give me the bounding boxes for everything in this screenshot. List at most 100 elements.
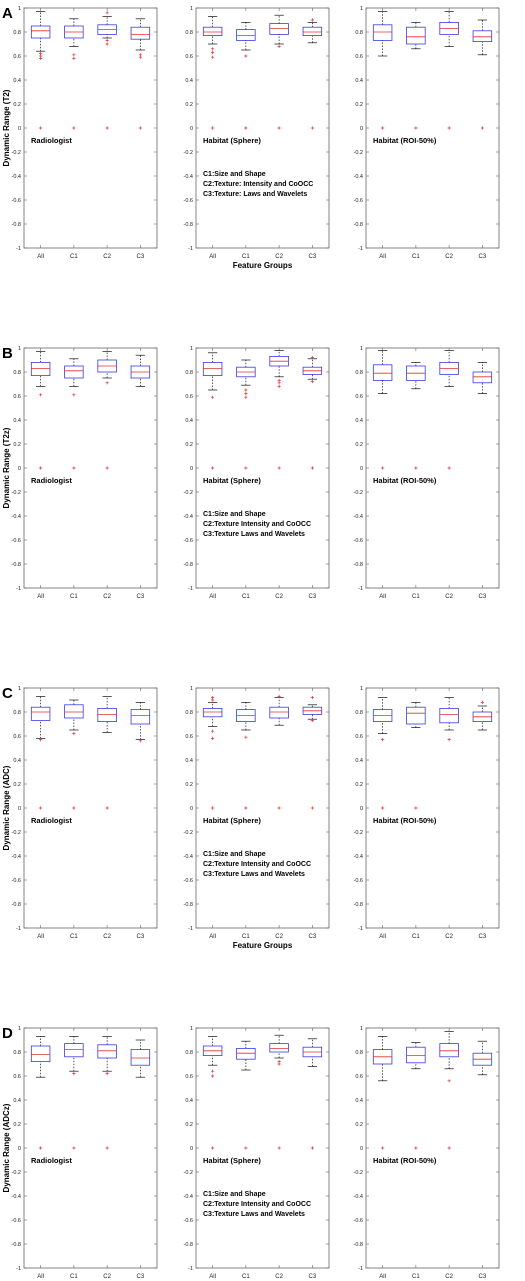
outlier-marker bbox=[310, 1146, 314, 1150]
group-legend-note: C2:Texture: Intensity and CoOCC bbox=[203, 181, 313, 188]
panel-a: A Dynamic Range (T2) 1 0.8 0.6 0.4 0.2 0 -0.2 -0.… bbox=[2, 5, 500, 270]
box-c1 bbox=[406, 702, 426, 810]
outlier-marker bbox=[39, 466, 43, 470]
iqr-box bbox=[30, 706, 51, 721]
box-all bbox=[30, 351, 51, 470]
box-c1 bbox=[236, 359, 256, 470]
y-tick-label: -0.6 bbox=[12, 198, 21, 204]
subplot-3: 1 0.8 0.6 0.4 0.2 0 -0.2 -0.4 -0.6 -0.8 -1 All C1 C2 C… bbox=[354, 686, 500, 940]
x-tick-label: C1 bbox=[70, 594, 78, 600]
iqr-box bbox=[406, 1046, 426, 1064]
outlier-marker bbox=[211, 729, 215, 733]
box-c3 bbox=[472, 1040, 493, 1076]
outlier-marker bbox=[414, 126, 418, 130]
panel-letter: A bbox=[2, 5, 13, 22]
box-c1 bbox=[64, 18, 84, 130]
iqr-box bbox=[202, 361, 223, 376]
y-tick-label: 0 bbox=[190, 1146, 193, 1152]
subplot-1: 1 0.8 0.6 0.4 0.2 0 -0.2 -0.4 -0.6 -0.8 -1 All C1 C2 C… bbox=[12, 6, 158, 260]
y-tick-label: 0.2 bbox=[13, 442, 21, 448]
x-tick-label: C2 bbox=[445, 254, 453, 260]
iqr-box bbox=[472, 371, 493, 384]
outlier-marker bbox=[72, 53, 76, 57]
subplot-3: 1 0.8 0.6 0.4 0.2 0 -0.2 -0.4 -0.6 -0.8 -1 All C1 C2 C… bbox=[354, 1026, 500, 1280]
x-tick-label: C3 bbox=[309, 594, 317, 600]
y-tick-label: 0.6 bbox=[13, 734, 21, 740]
y-tick-label: 0.6 bbox=[355, 54, 363, 60]
outlier-marker bbox=[138, 55, 142, 59]
box-c1 bbox=[406, 22, 426, 130]
box-all bbox=[372, 1036, 393, 1150]
y-tick-label: 0.4 bbox=[355, 418, 363, 424]
y-tick-label: 0.4 bbox=[13, 758, 21, 764]
y-tick-label: -0.6 bbox=[12, 878, 21, 884]
outlier-marker bbox=[244, 1146, 248, 1150]
outlier-marker bbox=[310, 18, 314, 22]
y-tick-label: -0.8 bbox=[354, 562, 363, 568]
x-axis-label: Feature Groups bbox=[233, 941, 293, 950]
box-c2 bbox=[439, 697, 459, 742]
iqr-box bbox=[30, 361, 51, 376]
x-tick-label: C1 bbox=[70, 254, 78, 260]
y-tick-label: -0.2 bbox=[354, 1170, 363, 1176]
y-tick-label: 0.4 bbox=[185, 78, 193, 84]
x-tick-label: C1 bbox=[242, 594, 250, 600]
outlier-marker bbox=[244, 388, 248, 392]
box-c2 bbox=[97, 351, 117, 470]
iqr-box bbox=[372, 364, 393, 381]
y-tick-label: -0.4 bbox=[12, 514, 21, 520]
group-legend-note: C1:Size and Shape bbox=[203, 1191, 266, 1198]
panel-b: B Dynamic Range (T2z) 1 0.8 0.6 0.4 0.2 0 -0.2 -0… bbox=[2, 345, 500, 600]
outlier-marker bbox=[39, 52, 43, 56]
box-c3 bbox=[472, 19, 493, 130]
x-tick-label: C2 bbox=[275, 1274, 283, 1280]
plot-area bbox=[23, 347, 158, 589]
outlier-marker bbox=[105, 38, 109, 42]
outlier-marker bbox=[138, 739, 142, 743]
outlier-marker bbox=[277, 1062, 281, 1066]
x-tick-label: C2 bbox=[103, 934, 111, 940]
iqr-box bbox=[130, 1049, 151, 1066]
y-tick-label: -0.6 bbox=[12, 1218, 21, 1224]
y-tick-label: -0.4 bbox=[184, 514, 193, 520]
x-tick-label: All bbox=[37, 254, 44, 260]
y-tick-label: 1 bbox=[18, 6, 21, 12]
y-tick-label: 0.8 bbox=[355, 370, 363, 376]
outlier-marker bbox=[381, 126, 385, 130]
y-tick-label: 0.2 bbox=[13, 782, 21, 788]
y-tick-label: 0 bbox=[18, 1146, 21, 1152]
x-tick-label: All bbox=[379, 934, 386, 940]
x-tick-label: C2 bbox=[103, 1274, 111, 1280]
y-tick-label: 0 bbox=[18, 806, 21, 812]
y-tick-label: 0.6 bbox=[13, 54, 21, 60]
y-tick-label: -0.2 bbox=[12, 830, 21, 836]
plot-area bbox=[365, 687, 500, 929]
y-tick-label: -1 bbox=[358, 1266, 363, 1272]
box-c2 bbox=[439, 350, 459, 470]
y-tick-label: 1 bbox=[360, 346, 363, 352]
group-legend-note: C1:Size and Shape bbox=[203, 851, 266, 858]
group-legend-note: C3:Texture: Laws and Wavelets bbox=[203, 191, 307, 198]
y-tick-label: -0.8 bbox=[354, 902, 363, 908]
y-tick-label: -0.4 bbox=[184, 854, 193, 860]
y-tick-label: 0.6 bbox=[355, 394, 363, 400]
y-tick-label: -0.2 bbox=[184, 490, 193, 496]
iqr-box bbox=[64, 365, 84, 379]
box-c2 bbox=[97, 11, 117, 130]
subplot-title: Radiologist bbox=[31, 816, 72, 825]
outlier-marker bbox=[211, 1069, 215, 1073]
group-legend-note: C3:Texture Laws and Wavelets bbox=[203, 531, 305, 538]
y-tick-label: 0.6 bbox=[13, 394, 21, 400]
iqr-box bbox=[472, 30, 493, 42]
y-tick-label: -1 bbox=[16, 586, 21, 592]
x-tick-label: C3 bbox=[479, 1274, 487, 1280]
x-axis-label: Feature Groups bbox=[233, 261, 293, 270]
x-tick-label: C3 bbox=[479, 934, 487, 940]
outlier-marker bbox=[138, 126, 142, 130]
iqr-box bbox=[269, 1043, 289, 1053]
group-legend-note: C2:Texture Intensity and CoOCC bbox=[203, 861, 311, 868]
box-all bbox=[372, 697, 393, 810]
y-tick-label: 0.2 bbox=[13, 1122, 21, 1128]
y-tick-label: -0.2 bbox=[184, 1170, 193, 1176]
x-tick-label: C1 bbox=[412, 934, 420, 940]
